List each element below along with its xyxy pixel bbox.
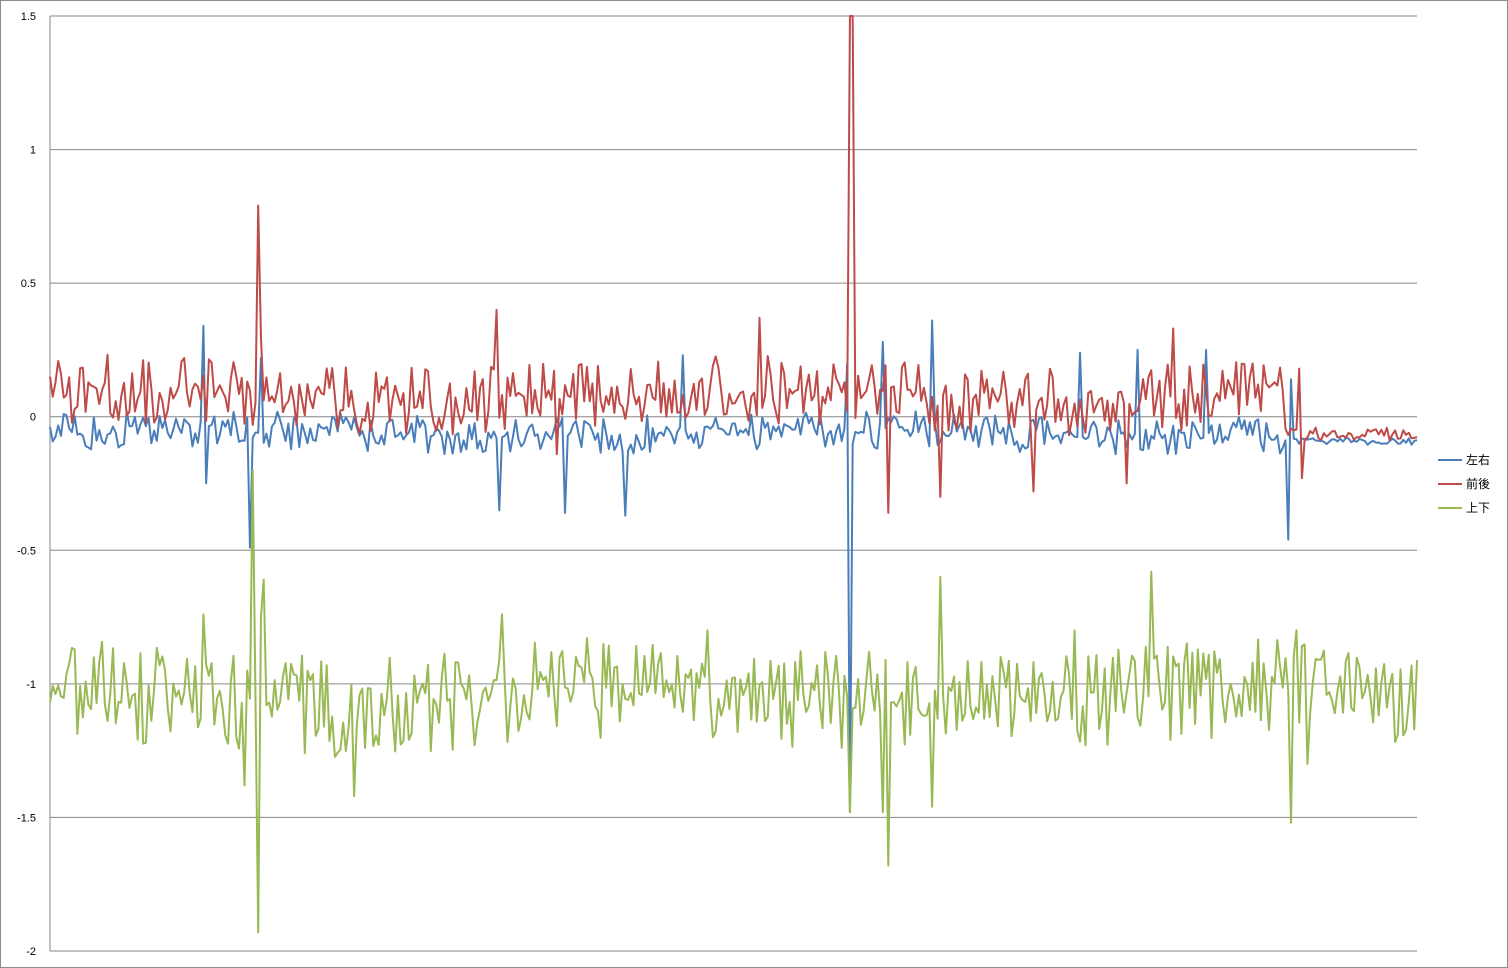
legend-label: 上下 <box>1466 501 1490 515</box>
gridlines <box>49 15 1417 952</box>
y-tick-label: 0.5 <box>21 278 36 290</box>
y-tick-label: -1.5 <box>17 812 36 824</box>
series-line <box>49 319 1418 814</box>
y-tick-label: -0.5 <box>17 545 36 557</box>
y-tick-label: -1 <box>26 679 36 691</box>
y-tick-label: 1.5 <box>21 11 36 23</box>
y-tick-label: 0 <box>30 412 36 424</box>
y-axis-ticks: 1.5 1 0.5 0 -0.5 -1 -1.5 -2 <box>17 11 36 958</box>
legend-label: 前後 <box>1466 476 1490 491</box>
series-lines <box>49 15 1418 934</box>
series-line <box>49 15 1418 514</box>
legend-label: 左右 <box>1466 452 1490 467</box>
series-line <box>49 469 1418 934</box>
y-tick-label: -2 <box>26 946 36 958</box>
y-tick-label: 1 <box>30 145 36 157</box>
